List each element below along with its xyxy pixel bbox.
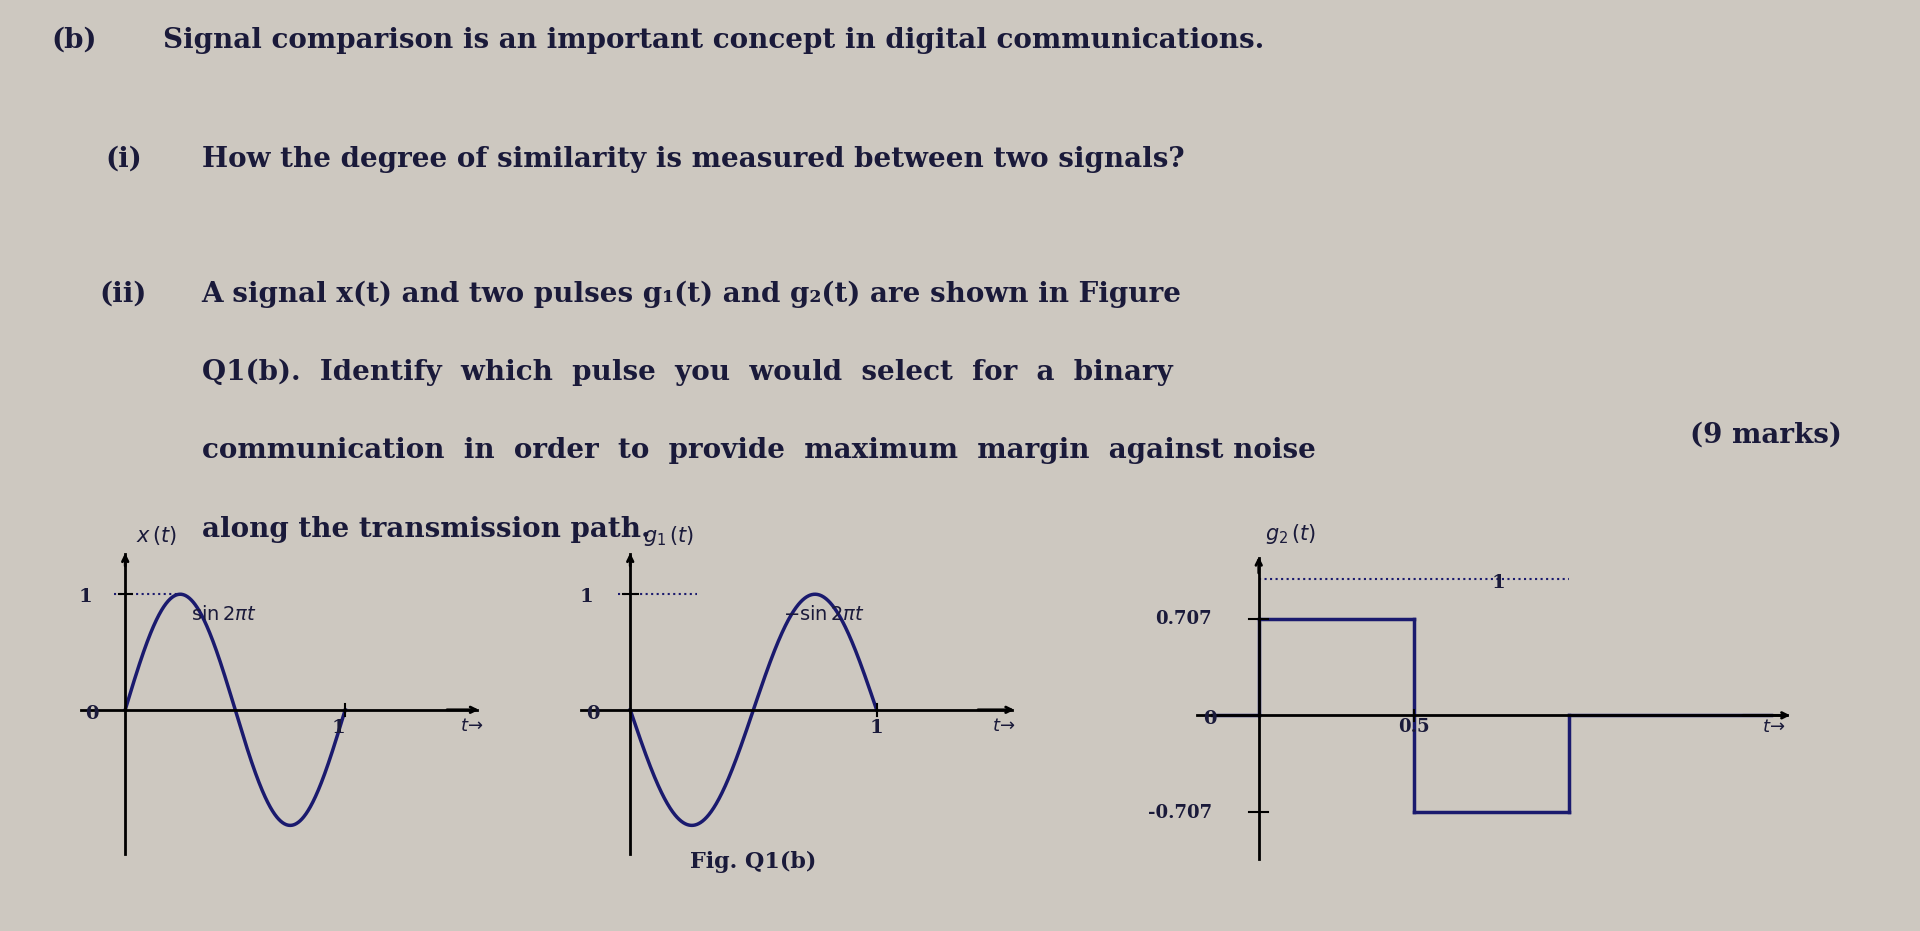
Text: (b): (b) xyxy=(52,27,98,54)
Text: A signal x(t) and two pulses g₁(t) and g₂(t) are shown in Figure: A signal x(t) and two pulses g₁(t) and g… xyxy=(202,281,1181,308)
Text: 0.5: 0.5 xyxy=(1398,718,1430,735)
Text: How the degree of similarity is measured between two signals?: How the degree of similarity is measured… xyxy=(202,146,1185,173)
Text: Q1(b).  Identify  which  pulse  you  would  select  for  a  binary: Q1(b). Identify which pulse you would se… xyxy=(202,359,1173,386)
Text: $t\!\rightarrow$: $t\!\rightarrow$ xyxy=(459,717,484,735)
Text: $x\,(t)$: $x\,(t)$ xyxy=(136,524,177,547)
Text: (i): (i) xyxy=(106,146,142,173)
Text: 1: 1 xyxy=(79,588,92,606)
Text: along the transmission path.: along the transmission path. xyxy=(202,516,651,543)
Text: $g_1\,(t)$: $g_1\,(t)$ xyxy=(643,524,693,548)
Text: 1: 1 xyxy=(580,588,593,606)
Text: communication  in  order  to  provide  maximum  margin  against noise: communication in order to provide maximu… xyxy=(202,438,1315,465)
Text: 1: 1 xyxy=(1492,574,1505,592)
Text: 0: 0 xyxy=(1202,709,1217,727)
Text: Fig. Q1(b): Fig. Q1(b) xyxy=(689,851,816,873)
Text: 0: 0 xyxy=(86,705,100,723)
Text: 1: 1 xyxy=(332,719,346,737)
Text: $\sin 2\pi t$: $\sin 2\pi t$ xyxy=(192,604,257,624)
Text: Signal comparison is an important concept in digital communications.: Signal comparison is an important concep… xyxy=(163,27,1265,54)
Text: 0.707: 0.707 xyxy=(1156,610,1212,628)
Text: $-\sin 2\pi t$: $-\sin 2\pi t$ xyxy=(783,604,864,624)
Text: 0: 0 xyxy=(586,705,599,723)
Text: $t\!\rightarrow$: $t\!\rightarrow$ xyxy=(1763,718,1786,735)
Text: $t\!\rightarrow$: $t\!\rightarrow$ xyxy=(993,717,1016,735)
Text: (9 marks): (9 marks) xyxy=(1690,422,1841,449)
Text: $g_2\,(t)$: $g_2\,(t)$ xyxy=(1265,522,1317,546)
Text: -0.707: -0.707 xyxy=(1148,803,1212,821)
Text: (ii): (ii) xyxy=(100,281,148,308)
Text: 1: 1 xyxy=(870,719,883,737)
